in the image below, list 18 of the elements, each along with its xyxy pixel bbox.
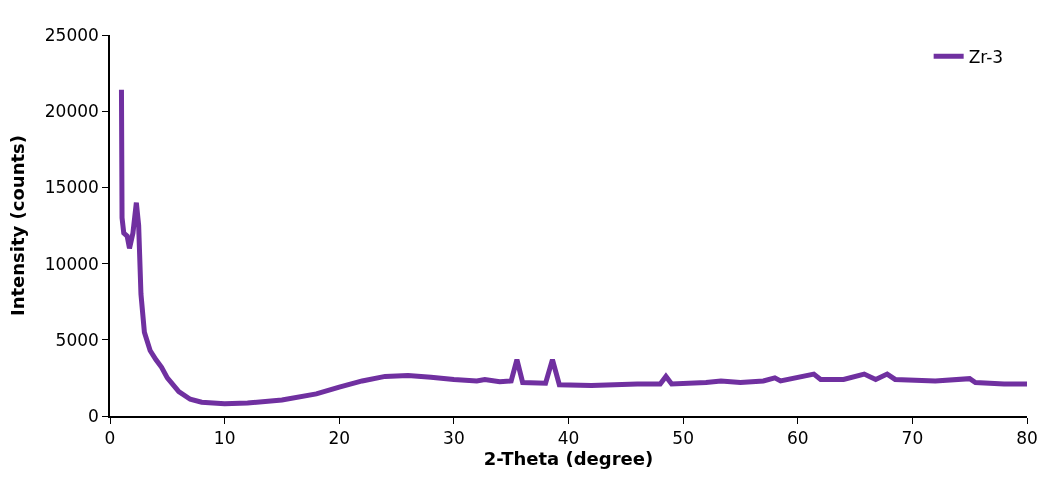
x-tick-label: 10 bbox=[213, 428, 236, 449]
y-tick-label: 25000 bbox=[44, 24, 99, 45]
x-tick-label: 20 bbox=[328, 428, 351, 449]
y-axis-title: Intensity (counts) bbox=[7, 134, 29, 317]
legend-label: Zr-3 bbox=[968, 46, 1004, 67]
x-tick-label: 40 bbox=[557, 428, 580, 449]
x-tick-label: 70 bbox=[901, 428, 924, 449]
y-tick-label: 5000 bbox=[55, 329, 99, 350]
y-tick-label: 15000 bbox=[44, 177, 99, 198]
x-tick-label: 60 bbox=[786, 428, 809, 449]
x-tick-label: 30 bbox=[443, 428, 465, 449]
y-tick-label: 20000 bbox=[44, 101, 99, 122]
x-tick-label: 0 bbox=[104, 428, 116, 449]
y-tick-label: 0 bbox=[88, 405, 99, 426]
x-tick-label: 50 bbox=[672, 428, 694, 449]
x-axis-title: 2-Theta (degree) bbox=[483, 448, 654, 470]
x-tick-label: 80 bbox=[1016, 428, 1038, 449]
y-tick-label: 10000 bbox=[44, 253, 99, 274]
